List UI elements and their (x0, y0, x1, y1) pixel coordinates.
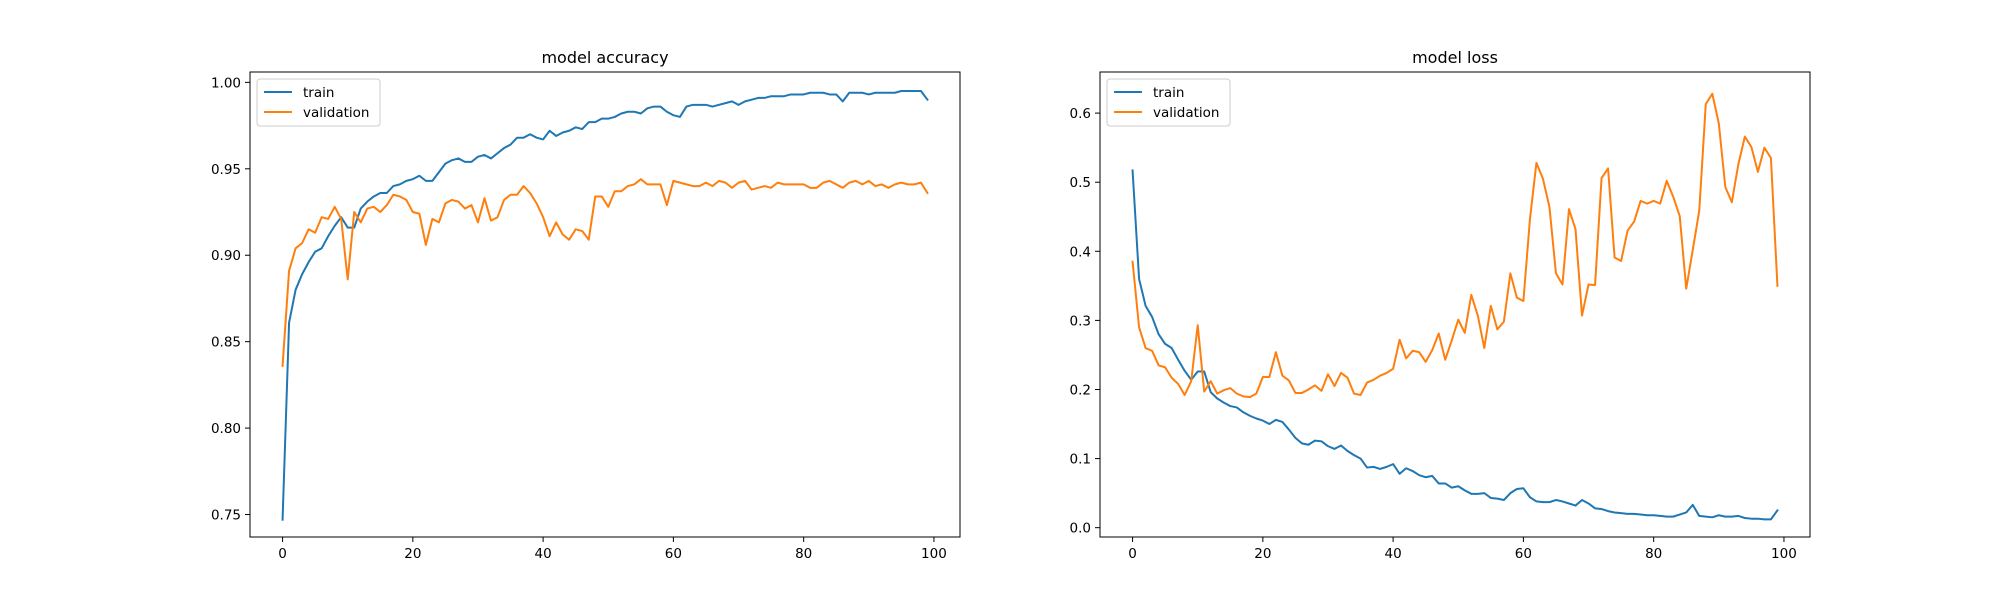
series-line-train (1131, 169, 1779, 521)
legend-box (256, 78, 381, 127)
x-tick-label: 100 (921, 546, 947, 562)
y-tick-label: 1.00 (211, 75, 241, 91)
plot-frame (249, 71, 961, 538)
y-tick-label: 0.4 (1070, 244, 1091, 260)
legend: train validation (1106, 78, 1231, 127)
legend: train validation (256, 78, 381, 127)
x-tick-label: 20 (1254, 546, 1271, 562)
chart-title: model accuracy (541, 48, 668, 67)
y-axis: 0.0 0.1 0.2 0.3 0.4 0.5 0.6 (1070, 106, 1100, 537)
y-tick-label: 0.85 (211, 335, 241, 351)
legend-box (1106, 78, 1231, 127)
x-tick-label: 60 (1515, 546, 1532, 562)
y-tick-label: 0.75 (211, 508, 241, 524)
x-tick-label: 60 (665, 546, 682, 562)
x-tick-label: 40 (1385, 546, 1402, 562)
x-tick-label: 0 (278, 546, 287, 562)
x-tick-label: 100 (1771, 546, 1797, 562)
y-tick-label: 0.2 (1070, 382, 1091, 398)
plot-lines (1131, 92, 1779, 521)
y-tick-label: 0.1 (1070, 452, 1091, 468)
y-axis: 0.75 0.80 0.85 0.90 0.95 1.00 (211, 75, 250, 524)
y-tick-label: 0.6 (1070, 106, 1091, 122)
x-axis: 0 20 40 60 80 100 (1128, 537, 1797, 562)
y-tick-label: 0.95 (211, 162, 241, 178)
chart-title: model loss (1412, 48, 1498, 67)
legend-label-validation: validation (1153, 105, 1219, 121)
y-tick-label: 0.80 (211, 421, 241, 437)
series-line-train (281, 90, 929, 521)
y-tick-label: 0.0 (1070, 521, 1091, 537)
x-axis: 0 20 40 60 80 100 (278, 537, 947, 562)
y-tick-label: 0.5 (1070, 175, 1091, 191)
y-tick-label: 0.90 (211, 248, 241, 264)
plot-lines (281, 90, 929, 521)
x-tick-label: 80 (795, 546, 812, 562)
y-tick-label: 0.3 (1070, 313, 1091, 329)
x-tick-label: 0 (1128, 546, 1137, 562)
legend-label-validation: validation (303, 105, 369, 121)
legend-label-train: train (1153, 85, 1184, 101)
x-tick-label: 40 (535, 546, 552, 562)
legend-label-train: train (303, 85, 334, 101)
series-line-validation (1131, 92, 1779, 399)
plot-frame (1099, 71, 1811, 538)
x-tick-label: 80 (1645, 546, 1662, 562)
loss-chart: model loss 0 20 40 60 80 100 0.00.10.20.30.40… (1070, 48, 1811, 562)
x-tick-label: 20 (404, 546, 421, 562)
accuracy-chart: model accuracy 0 20 40 60 80 100 0.75 0.80 0.85… (211, 48, 961, 562)
series-line-validation (281, 178, 929, 367)
